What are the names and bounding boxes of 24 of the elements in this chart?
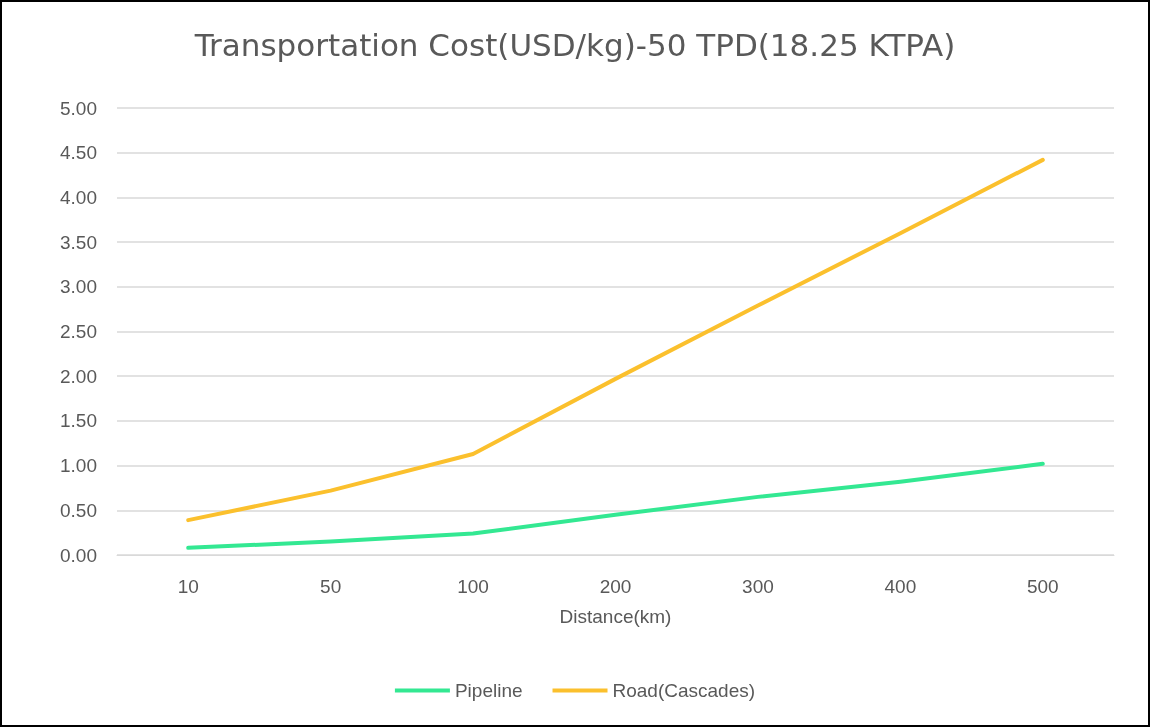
x-tick-label: 50 xyxy=(320,576,342,597)
y-tick-label: 2.50 xyxy=(60,321,97,342)
y-tick-label: 4.50 xyxy=(60,142,97,164)
y-tick-label: 3.00 xyxy=(60,276,97,298)
x-tick-label: 200 xyxy=(599,576,632,597)
legend-label: Pipeline xyxy=(454,680,523,701)
line-series xyxy=(186,461,1045,550)
y-tick-label: 4.00 xyxy=(60,186,97,208)
x-tick-label: 400 xyxy=(884,576,917,597)
y-tick-label: 0.00 xyxy=(60,544,97,566)
x-tick-label: 10 xyxy=(177,576,199,597)
x-tick-label: 500 xyxy=(1026,576,1059,597)
line-series xyxy=(186,157,1045,523)
x-axis-title: Distance(km) xyxy=(559,606,672,627)
legend-label: Road(Cascades) xyxy=(612,680,756,701)
y-tick-label: 3.50 xyxy=(60,231,97,253)
x-tick-label: 100 xyxy=(457,576,489,597)
y-tick-label: 1.00 xyxy=(60,455,97,477)
y-tick-label: 0.50 xyxy=(60,499,97,521)
y-tick-label: 2.00 xyxy=(60,365,97,387)
x-tick-label: 300 xyxy=(742,576,774,597)
y-tick-label: 5.00 xyxy=(60,97,97,119)
chart-title: Transportation Cost(USD/kg)-50 TPD(18.25 KTPA) xyxy=(193,26,956,63)
y-tick-label: 1.50 xyxy=(60,410,97,432)
